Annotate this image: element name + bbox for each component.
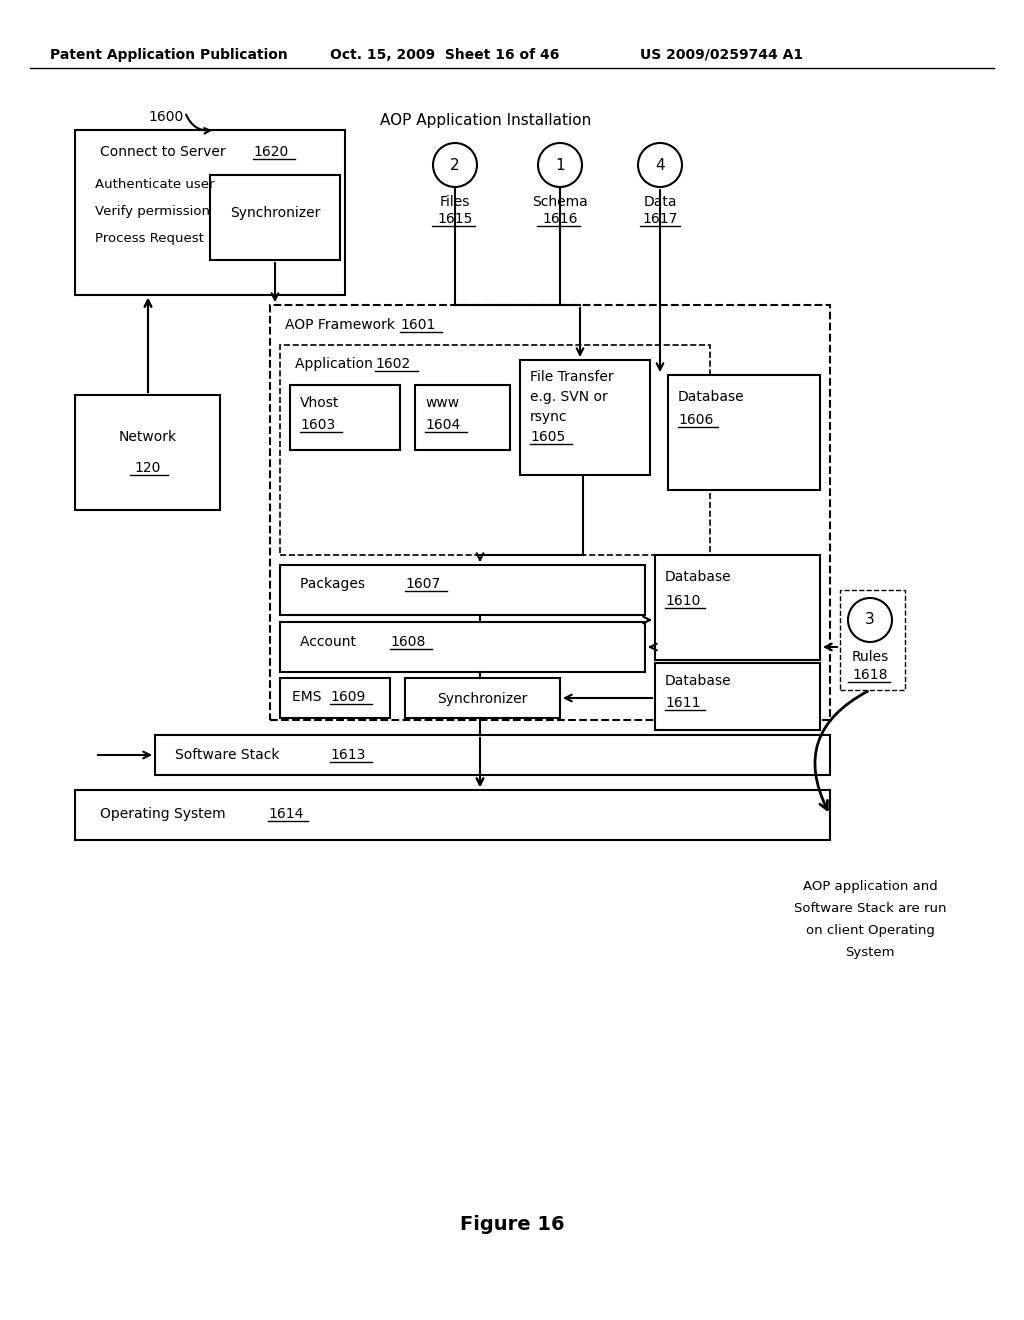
Text: Account: Account (300, 635, 374, 649)
Text: Database: Database (665, 570, 731, 583)
Text: AOP Application Installation: AOP Application Installation (380, 114, 591, 128)
Text: Patent Application Publication: Patent Application Publication (50, 48, 288, 62)
Text: 120: 120 (135, 461, 161, 475)
Text: AOP application and: AOP application and (803, 880, 937, 894)
Text: Verify permission: Verify permission (95, 205, 210, 218)
Text: 2: 2 (451, 157, 460, 173)
Text: rsync: rsync (530, 411, 567, 424)
Text: 1600: 1600 (148, 110, 183, 124)
Bar (75, 789, 830, 840)
Bar (406, 678, 560, 718)
Text: Figure 16: Figure 16 (460, 1216, 564, 1234)
Bar (75, 395, 220, 510)
Text: Database: Database (678, 389, 744, 404)
Text: System: System (845, 946, 895, 960)
Text: Database: Database (665, 675, 731, 688)
Bar (75, 129, 345, 294)
Bar (840, 590, 905, 690)
Text: Data: Data (643, 195, 677, 209)
Text: 3: 3 (865, 612, 874, 627)
Bar (270, 305, 830, 719)
Bar (280, 565, 645, 615)
Text: 1608: 1608 (390, 635, 425, 649)
Text: Packages: Packages (300, 577, 383, 591)
Bar (210, 176, 340, 260)
Text: 1617: 1617 (642, 213, 678, 226)
Text: 1616: 1616 (543, 213, 578, 226)
Bar (415, 385, 510, 450)
Bar (290, 385, 400, 450)
Bar (655, 554, 820, 660)
Text: EMS: EMS (292, 690, 331, 704)
Text: AOP Framework: AOP Framework (285, 318, 399, 333)
Text: 1611: 1611 (665, 696, 700, 710)
Text: Authenticate user: Authenticate user (95, 178, 214, 191)
Text: Application: Application (295, 356, 377, 371)
Text: Process Request: Process Request (95, 232, 204, 246)
Text: 1610: 1610 (665, 594, 700, 609)
Text: 1615: 1615 (437, 213, 473, 226)
Text: 1613: 1613 (330, 748, 366, 762)
Text: Oct. 15, 2009  Sheet 16 of 46: Oct. 15, 2009 Sheet 16 of 46 (330, 48, 559, 62)
Bar (520, 360, 650, 475)
Text: Synchronizer: Synchronizer (437, 692, 527, 706)
Text: Vhost: Vhost (300, 396, 339, 411)
Text: e.g. SVN or: e.g. SVN or (530, 389, 608, 404)
Text: 1601: 1601 (400, 318, 435, 333)
Text: Operating System: Operating System (100, 807, 243, 821)
Text: Synchronizer: Synchronizer (229, 206, 321, 220)
Text: 1620: 1620 (253, 145, 288, 158)
Text: 1605: 1605 (530, 430, 565, 444)
Text: 1607: 1607 (406, 577, 440, 591)
Bar (655, 663, 820, 730)
Text: www: www (425, 396, 459, 411)
Bar (668, 375, 820, 490)
Text: 1609: 1609 (330, 690, 366, 704)
Text: 1618: 1618 (852, 668, 888, 682)
Bar (155, 735, 830, 775)
Bar (280, 622, 645, 672)
Text: 1602: 1602 (375, 356, 411, 371)
Text: US 2009/0259744 A1: US 2009/0259744 A1 (640, 48, 803, 62)
Text: 1603: 1603 (300, 418, 335, 432)
Bar (280, 345, 710, 554)
Text: Network: Network (119, 430, 177, 444)
Text: 1606: 1606 (678, 413, 714, 426)
Text: 1: 1 (555, 157, 565, 173)
Text: Files: Files (440, 195, 470, 209)
Text: 1604: 1604 (425, 418, 460, 432)
Text: File Transfer: File Transfer (530, 370, 613, 384)
Text: 1614: 1614 (268, 807, 303, 821)
Text: Rules: Rules (851, 649, 889, 664)
Text: Schema: Schema (532, 195, 588, 209)
Bar (280, 678, 390, 718)
Text: Connect to Server: Connect to Server (100, 145, 234, 158)
Text: Software Stack: Software Stack (175, 748, 306, 762)
Text: Software Stack are run: Software Stack are run (794, 902, 946, 915)
Text: on client Operating: on client Operating (806, 924, 935, 937)
Text: 4: 4 (655, 157, 665, 173)
